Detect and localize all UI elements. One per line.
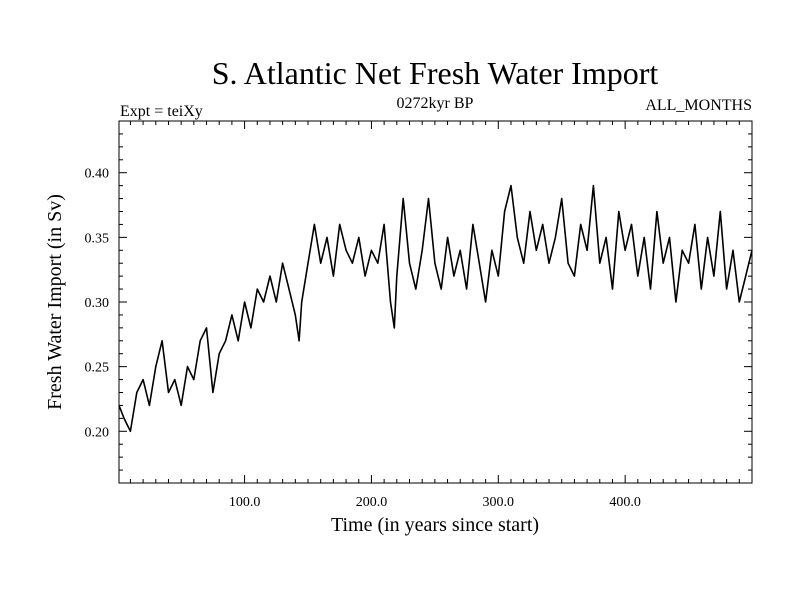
- period-label: 0272kyr BP: [397, 95, 474, 112]
- x-tick-label: 300.0: [483, 495, 515, 510]
- y-tick-label: 0.35: [85, 231, 110, 246]
- series-group: [118, 184, 753, 433]
- y-axis-label: Fresh Water Import (in Sv): [44, 194, 66, 410]
- y-tick-label: 0.40: [85, 167, 110, 182]
- y-tick-label: 0.25: [85, 361, 110, 376]
- experiment-label: Expt = teiXy: [120, 103, 203, 120]
- months-label: ALL_MONTHS: [645, 97, 752, 114]
- x-tick-label: 400.0: [609, 495, 641, 510]
- x-axis-label: Time (in years since start): [331, 514, 539, 536]
- plot-frame: [118, 120, 753, 484]
- y-tick-label: 0.20: [85, 425, 110, 440]
- tick-labels: 100.0 200.0 300.0 400.0 0.20 0.25 0.30 0.35 0.40: [85, 167, 641, 510]
- y-tick-label: 0.30: [85, 296, 110, 311]
- chart-title: S. Atlantic Net Fresh Water Import: [212, 55, 659, 91]
- axis-ticks: [119, 121, 752, 483]
- x-tick-label: 100.0: [229, 495, 261, 510]
- x-tick-label: 200.0: [356, 495, 388, 510]
- series-line-0: [118, 184, 753, 433]
